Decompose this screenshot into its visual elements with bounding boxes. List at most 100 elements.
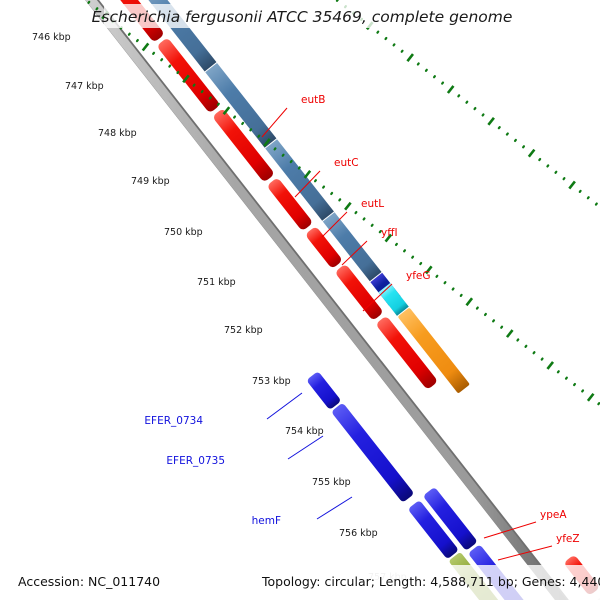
- minor-tick-mark: [540, 357, 544, 361]
- gene-arrow-red[interactable]: [212, 108, 275, 183]
- gene-label-layer: eutB eutC eutL yffI yfeG EFER_0734 EFER_0735he…: [144, 94, 580, 561]
- map-title: Escherichia fergusonii ATCC 35469, compl…: [92, 4, 513, 28]
- gene-label-eutB[interactable]: eutB: [301, 94, 325, 106]
- minor-tick-mark: [135, 38, 139, 43]
- similarity-segment[interactable]: [265, 139, 334, 221]
- similarity-segment[interactable]: [322, 212, 382, 282]
- major-tick-mark: [263, 138, 271, 147]
- gene-arrow-EFER_0735[interactable]: [331, 402, 415, 502]
- minor-tick-mark: [95, 7, 99, 11]
- minor-tick-mark: [513, 138, 517, 143]
- minor-tick-mark: [192, 83, 196, 87]
- minor-tick-mark: [492, 319, 496, 323]
- gene-arrow-red[interactable]: [305, 226, 343, 269]
- gene-leader-line: [261, 107, 288, 138]
- minor-tick-mark: [586, 196, 590, 200]
- gene-arrow-blue[interactable]: [423, 487, 478, 551]
- minor-tick-mark: [330, 191, 334, 196]
- axis-tick-label: 747 kbp: [65, 81, 104, 92]
- minor-tick-mark: [556, 370, 560, 374]
- minor-tick-mark: [500, 325, 504, 329]
- gene-arrow-red[interactable]: [375, 315, 438, 390]
- minor-tick-mark: [481, 113, 485, 117]
- minor-tick-mark: [127, 32, 131, 36]
- minor-tick-mark: [562, 177, 566, 181]
- similarity-segment[interactable]: [205, 62, 277, 148]
- minor-tick-mark: [597, 402, 600, 406]
- minor-tick-mark: [578, 189, 582, 193]
- gene-leader-line: [341, 240, 368, 266]
- major-tick-mark: [222, 106, 231, 115]
- minor-tick-mark: [281, 153, 285, 157]
- minor-tick-mark: [497, 126, 501, 130]
- minor-tick-mark: [403, 249, 407, 253]
- minor-tick-mark: [516, 338, 520, 342]
- axis-tick-label: 754 kbp: [285, 426, 324, 437]
- scale-tick-marks: [87, 0, 600, 406]
- major-tick-mark: [487, 116, 495, 126]
- minor-tick-mark: [457, 94, 461, 98]
- major-tick-mark: [182, 74, 190, 84]
- major-tick-mark: [546, 361, 555, 370]
- minor-tick-mark: [554, 170, 558, 174]
- minor-tick-mark: [257, 134, 261, 138]
- gene-label-eutC[interactable]: eutC: [334, 157, 359, 169]
- minor-tick-mark: [594, 202, 598, 206]
- gene-arrow-cyan[interactable]: [378, 283, 409, 316]
- minor-tick-mark: [573, 382, 577, 387]
- gene-label-EFER_0735[interactable]: EFER_0735: [166, 455, 225, 467]
- major-tick-mark: [425, 265, 433, 275]
- minor-tick-mark: [394, 242, 398, 247]
- minor-tick-mark: [546, 164, 550, 168]
- minor-tick-mark: [313, 179, 317, 183]
- minor-tick-mark: [441, 81, 445, 85]
- axis-tick-label: 746 kbp: [32, 32, 71, 43]
- major-tick-mark: [303, 170, 312, 179]
- footer-backdrop: [0, 565, 600, 600]
- gene-label-hemF[interactable]: hemF: [252, 515, 281, 527]
- minor-tick-mark: [564, 376, 568, 380]
- minor-tick-mark: [473, 106, 477, 111]
- title-text: Escherichia fergusonii ATCC 35469, compl…: [92, 8, 513, 26]
- gene-label-ypeA[interactable]: ypeA: [540, 509, 567, 521]
- minor-tick-mark: [152, 51, 156, 55]
- minor-tick-mark: [392, 43, 396, 47]
- gene-label-yfeZ[interactable]: yfeZ: [556, 533, 580, 545]
- minor-tick-mark: [378, 230, 382, 234]
- minor-tick-mark: [370, 223, 374, 227]
- map-footer: Accession: NC_011740 Topology: circular;…: [0, 565, 600, 600]
- major-tick-mark: [505, 329, 514, 338]
- genome-backbone[interactable]: [77, 0, 576, 600]
- gene-arrow-hemF[interactable]: [408, 500, 459, 560]
- axis-tick-label: 749 kbp: [131, 176, 170, 187]
- backbone-line: [85, 0, 567, 600]
- minor-tick-mark: [443, 281, 447, 285]
- minor-tick-mark: [160, 58, 164, 62]
- gene-leader-line: [294, 170, 321, 198]
- gene-label-yffI[interactable]: yffI: [381, 227, 398, 239]
- gene-arrow-red[interactable]: [266, 177, 313, 231]
- major-tick-mark: [568, 180, 576, 190]
- minor-tick-mark: [532, 351, 536, 355]
- gene-leader-line: [287, 435, 324, 460]
- gene-arrow-EFER_0734[interactable]: [306, 371, 341, 410]
- major-tick-mark: [446, 85, 455, 94]
- minor-tick-mark: [322, 185, 326, 189]
- gene-arrow-red[interactable]: [334, 264, 383, 321]
- axis-tick-label: 752 kbp: [224, 325, 263, 336]
- minor-tick-mark: [289, 160, 293, 164]
- gene-label-eutL[interactable]: eutL: [361, 198, 384, 210]
- gene-label-yfeG[interactable]: yfeG: [406, 270, 431, 282]
- gene-leader-line: [316, 496, 353, 520]
- minor-tick-mark: [459, 293, 463, 297]
- axis-tick-label: 748 kbp: [98, 128, 137, 139]
- minor-tick-mark: [338, 198, 342, 202]
- minor-tick-mark: [376, 30, 380, 34]
- minor-tick-mark: [538, 157, 542, 162]
- minor-tick-mark: [505, 132, 509, 136]
- gene-label-EFER_0734[interactable]: EFER_0734: [144, 415, 203, 427]
- major-tick-mark: [344, 201, 352, 211]
- gene-arrow-yfeG[interactable]: [398, 307, 470, 393]
